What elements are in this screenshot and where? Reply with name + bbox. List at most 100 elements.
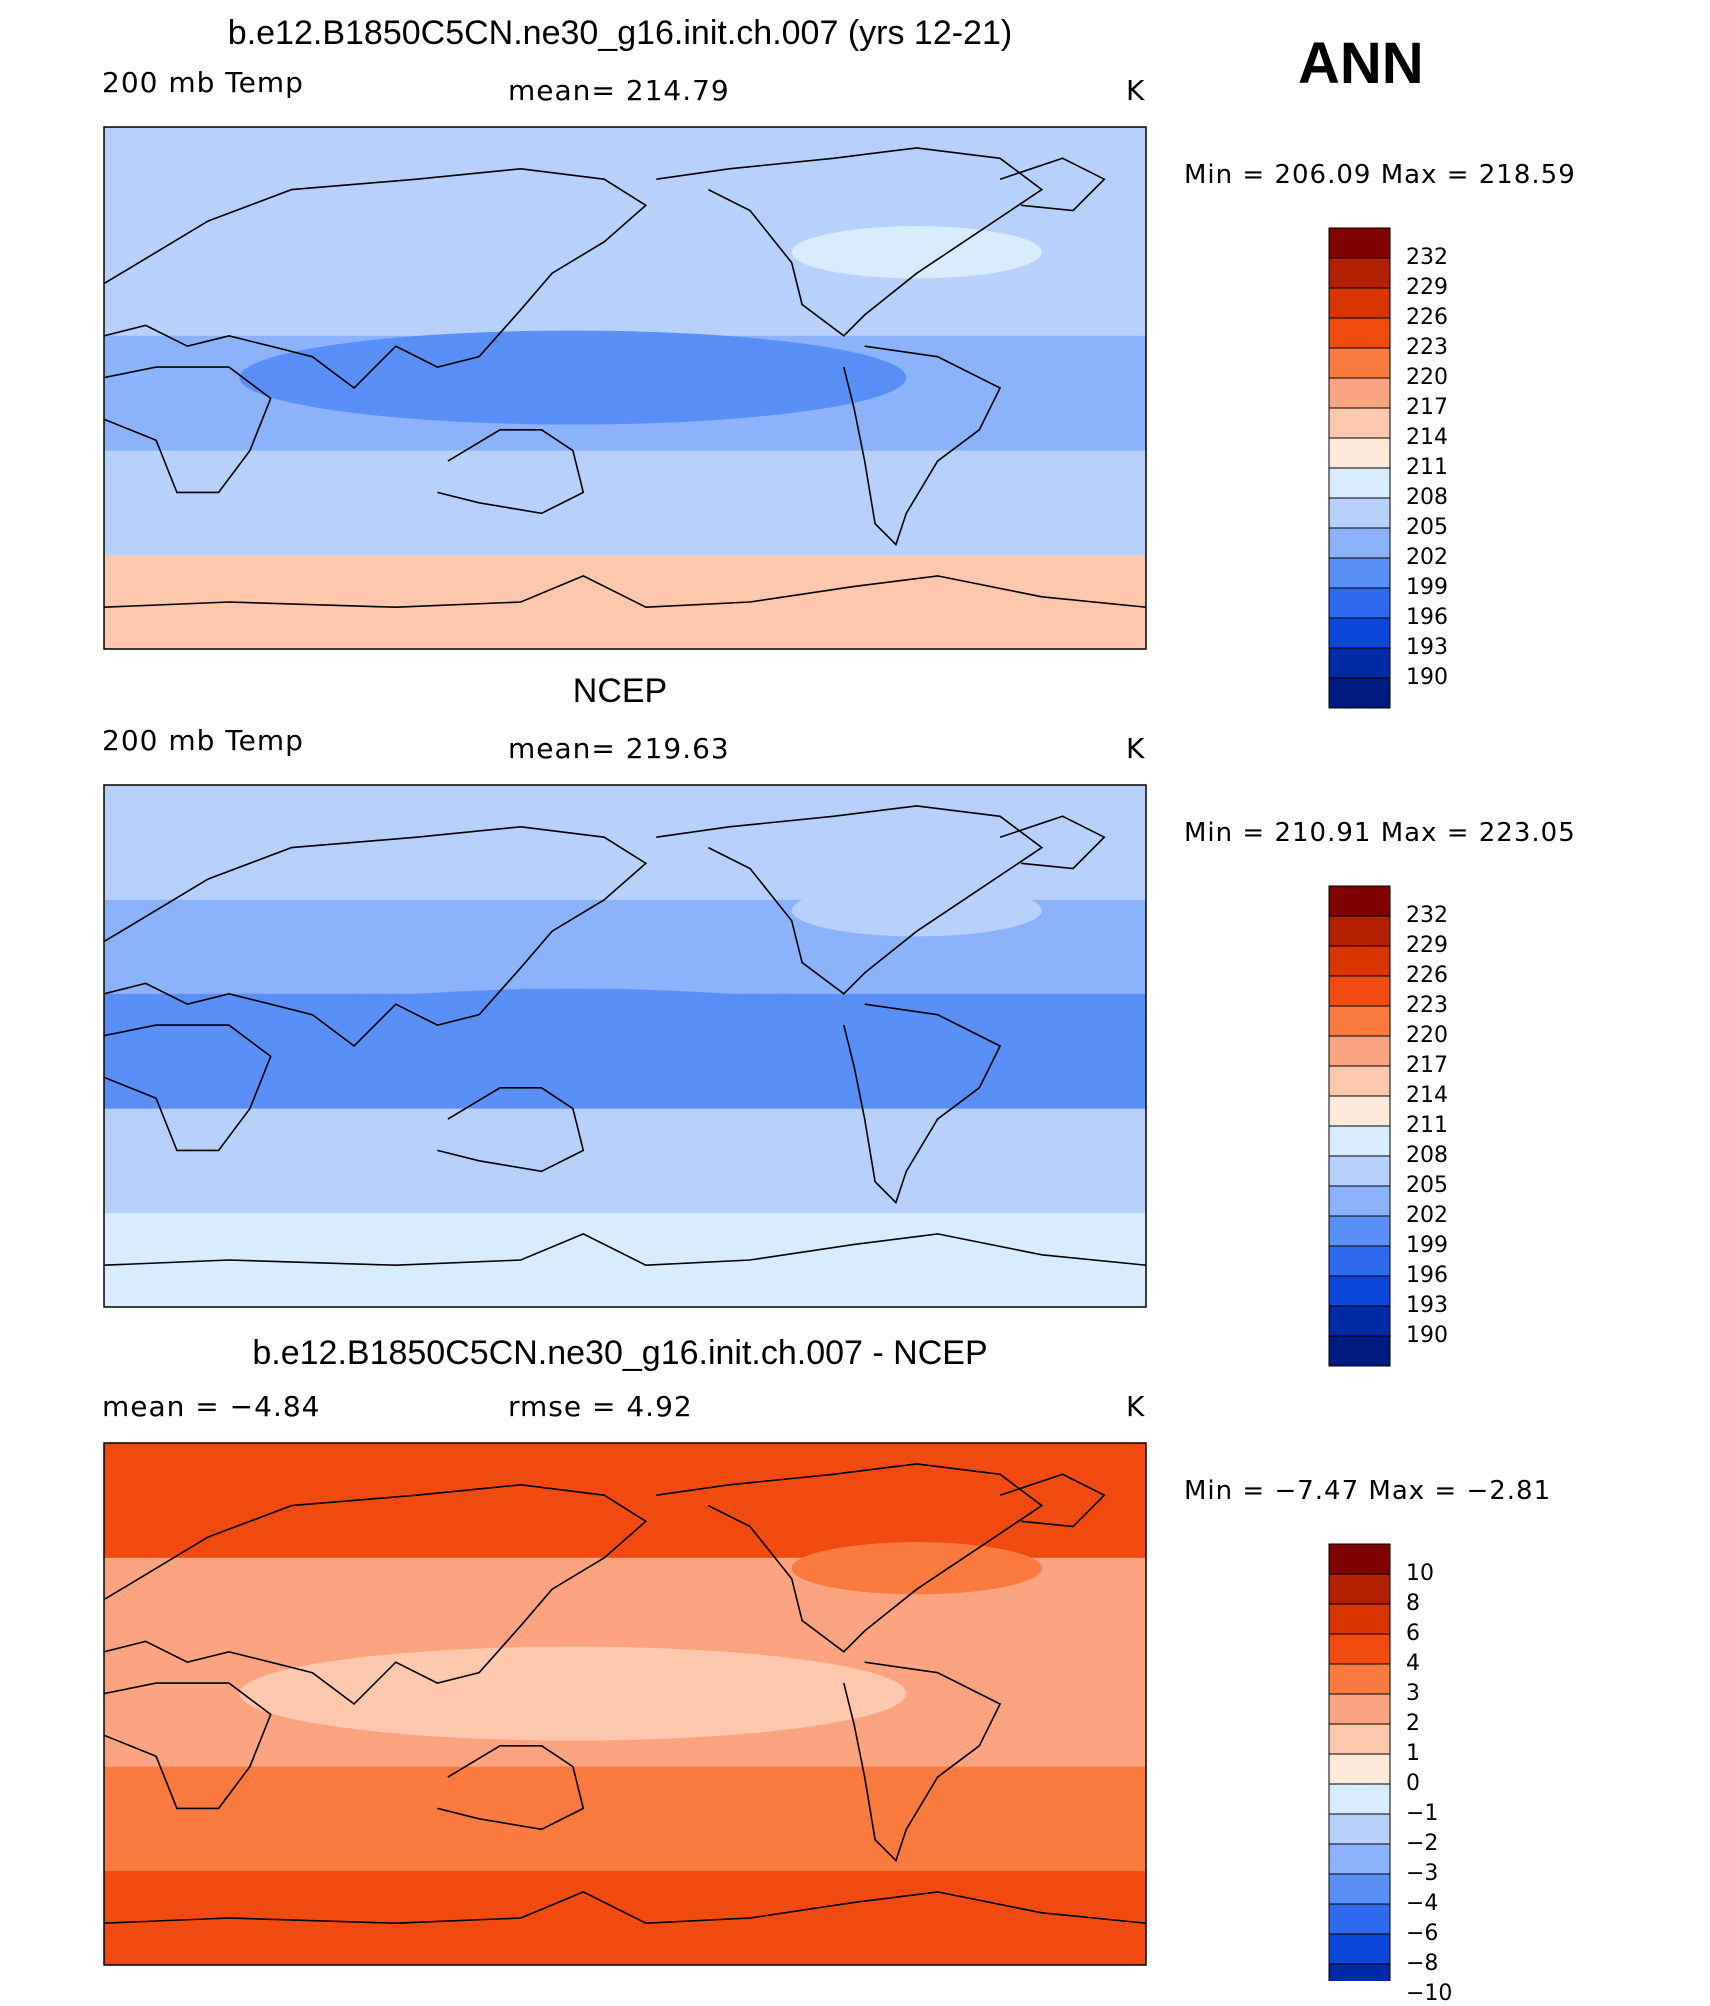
colorbar-swatch	[1328, 317, 1391, 349]
coastline	[656, 805, 1044, 995]
coastline	[104, 1483, 648, 1706]
contour-blob	[791, 884, 1042, 937]
contour-band-1	[104, 1443, 1146, 1559]
colorbar-swatch	[1328, 1275, 1391, 1307]
colorbar-swatch	[1328, 1573, 1391, 1605]
colorbar-tick-label: 232	[1406, 245, 1448, 270]
colorbar-swatch	[1328, 287, 1391, 319]
colorbar-tick-label: 229	[1406, 933, 1448, 958]
colorbar-tick-label: 1	[1406, 1741, 1420, 1766]
contour-band-4	[104, 1108, 1146, 1215]
season-label: ANN	[1298, 31, 1424, 96]
panel-3-center-label: rmse = 4.92	[508, 1390, 693, 1423]
colorbar-tick-label: 190	[1406, 665, 1448, 690]
panel-2-units: K	[1126, 732, 1146, 765]
coastline	[656, 1463, 1044, 1653]
contour-blob	[239, 988, 907, 1083]
colorbar-tick-label: −4	[1406, 1891, 1439, 1916]
coastline	[104, 1682, 272, 1810]
colorbar-tick-label: 220	[1406, 365, 1448, 390]
colorbar-swatch	[1328, 1215, 1391, 1247]
colorbar-swatch	[1328, 1693, 1391, 1725]
map-frame	[103, 126, 1147, 650]
colorbar-swatch	[1328, 1305, 1391, 1337]
colorbar-1	[1328, 227, 1391, 709]
colorbar-tick-label: 10	[1406, 1561, 1434, 1586]
coastline	[843, 1003, 1002, 1205]
panel-3-units: K	[1126, 1390, 1146, 1423]
colorbar-swatch	[1328, 1783, 1391, 1815]
colorbar-tick-label: −2	[1406, 1831, 1439, 1856]
colorbar-swatch	[1328, 377, 1391, 409]
colorbar-tick-label: 205	[1406, 515, 1448, 540]
colorbar-tick-label: 217	[1406, 1053, 1448, 1078]
map-panel-3	[103, 1442, 1147, 1966]
coastline	[999, 815, 1106, 870]
colorbar-tick-label: 6	[1406, 1621, 1420, 1646]
panel-3-title: b.e12.B1850C5CN.ne30_g16.init.ch.007 - N…	[252, 1334, 988, 1372]
colorbar-tick-label: 202	[1406, 545, 1448, 570]
colorbar-swatch	[1328, 647, 1391, 679]
colorbar-swatch	[1328, 227, 1391, 259]
colorbar-swatch	[1328, 1245, 1391, 1277]
colorbar-swatch	[1328, 1723, 1391, 1755]
colorbar-swatch	[1328, 407, 1391, 439]
colorbar-tick-label: 214	[1406, 1083, 1448, 1108]
panel-3-left-label: mean = −4.84	[102, 1390, 321, 1423]
colorbar-tick-label: 199	[1406, 1233, 1448, 1258]
colorbar-swatch	[1328, 1095, 1391, 1127]
colorbar-tick-label: 193	[1406, 1293, 1448, 1318]
map-panel-1	[103, 126, 1147, 650]
coastline	[437, 1745, 585, 1831]
colorbar-swatch	[1328, 885, 1391, 917]
colorbar-swatch	[1328, 915, 1391, 947]
coastline	[104, 366, 272, 494]
colorbar-swatch	[1328, 1813, 1391, 1845]
colorbar-swatch	[1328, 1663, 1391, 1695]
colorbar-tick-label: 226	[1406, 305, 1448, 330]
colorbar-2	[1328, 885, 1391, 1367]
colorbar-tick-label: 211	[1406, 455, 1448, 480]
colorbar-tick-label: 208	[1406, 1143, 1448, 1168]
coastline	[104, 1891, 1146, 1925]
contour-band-5	[104, 1871, 1146, 1965]
colorbar-tick-label: −10	[1406, 1981, 1453, 2006]
colorbar-swatch	[1328, 497, 1391, 529]
colorbar-swatch	[1328, 1753, 1391, 1785]
colorbar-swatch	[1328, 1543, 1391, 1575]
colorbar-tick-label: 217	[1406, 395, 1448, 420]
colorbar-tick-label: 202	[1406, 1203, 1448, 1228]
colorbar-swatch	[1328, 257, 1391, 289]
colorbar-swatch	[1328, 1335, 1391, 1367]
coastline	[437, 428, 585, 515]
colorbar-swatch	[1328, 1873, 1391, 1905]
colorbar-tick-label: −8	[1406, 1951, 1439, 1976]
colorbar-swatch	[1328, 437, 1391, 469]
colorbar-swatch	[1328, 1125, 1391, 1157]
colorbar-tick-label: 223	[1406, 993, 1448, 1018]
colorbar-swatch	[1328, 1603, 1391, 1635]
colorbar-tick-label: 214	[1406, 425, 1448, 450]
colorbar-tick-label: 223	[1406, 335, 1448, 360]
panel-1-title: b.e12.B1850C5CN.ne30_g16.init.ch.007 (yr…	[227, 14, 1013, 52]
colorbar-tick-label: 211	[1406, 1113, 1448, 1138]
colorbar-swatch	[1328, 467, 1391, 499]
contour-band-4	[104, 1766, 1146, 1873]
map-frame	[103, 784, 1147, 1308]
colorbar-swatch	[1328, 975, 1391, 1007]
colorbar-tick-label: 4	[1406, 1651, 1420, 1676]
colorbar-swatch	[1328, 1633, 1391, 1665]
contour-blob	[239, 1646, 907, 1741]
colorbar-swatch	[1328, 347, 1391, 379]
colorbar-tick-label: 3	[1406, 1681, 1420, 1706]
contour-blob	[791, 1542, 1042, 1595]
colorbar-tick-label: 199	[1406, 575, 1448, 600]
colorbar-tick-label: −6	[1406, 1921, 1439, 1946]
contour-blob	[239, 330, 907, 425]
colorbar-tick-label: 193	[1406, 635, 1448, 660]
colorbar-tick-label: −3	[1406, 1861, 1439, 1886]
coastline	[104, 1233, 1146, 1267]
colorbar-tick-label: 196	[1406, 605, 1448, 630]
colorbar-tick-label: 205	[1406, 1173, 1448, 1198]
contour-band-1	[104, 785, 1146, 901]
